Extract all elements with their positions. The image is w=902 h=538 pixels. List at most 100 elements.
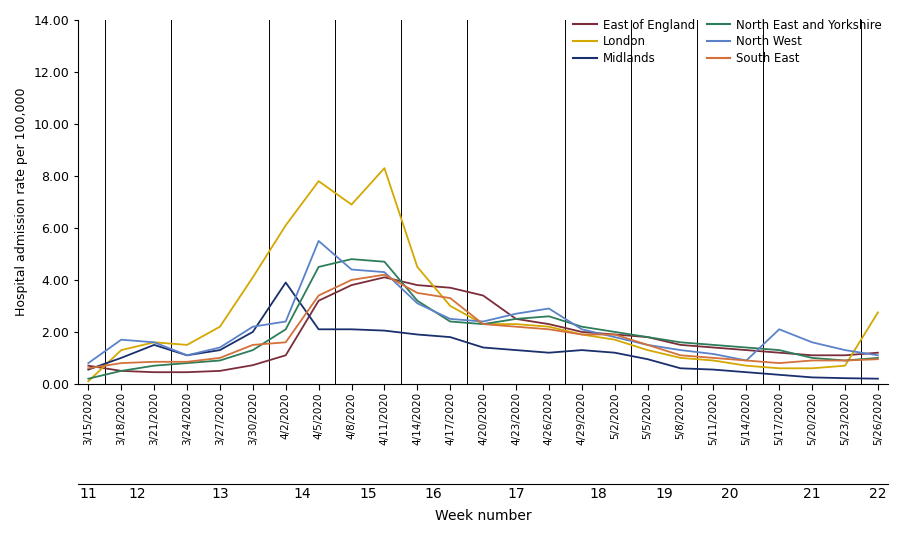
London — [115, 347, 126, 353]
London — [345, 201, 356, 208]
South East — [379, 272, 390, 278]
South East — [740, 357, 750, 364]
North East and Yorkshire — [215, 357, 226, 364]
Midlands — [149, 342, 160, 348]
South East — [181, 358, 192, 365]
North West — [379, 269, 390, 275]
South East — [477, 321, 488, 327]
North East and Yorkshire — [773, 347, 784, 353]
North East and Yorkshire — [115, 367, 126, 374]
North West — [477, 318, 488, 325]
East of England — [83, 363, 94, 369]
North East and Yorkshire — [477, 321, 488, 327]
London — [805, 365, 816, 372]
North East and Yorkshire — [149, 363, 160, 369]
North West — [247, 323, 258, 330]
North East and Yorkshire — [181, 360, 192, 366]
East of England — [247, 362, 258, 369]
South East — [313, 292, 324, 299]
North East and Yorkshire — [411, 298, 422, 304]
Line: North East and Yorkshire: North East and Yorkshire — [88, 259, 877, 379]
North West — [740, 357, 750, 364]
Midlands — [871, 376, 882, 382]
North West — [675, 347, 686, 353]
Midlands — [83, 366, 94, 373]
Midlands — [215, 347, 226, 353]
East of England — [543, 321, 554, 327]
East of England — [149, 369, 160, 376]
South East — [149, 358, 160, 365]
London — [839, 363, 850, 369]
Midlands — [641, 356, 652, 363]
North East and Yorkshire — [805, 355, 816, 361]
East of England — [773, 350, 784, 356]
London — [445, 303, 456, 309]
Midlands — [181, 352, 192, 358]
London — [411, 264, 422, 270]
London — [83, 378, 94, 385]
North West — [445, 316, 456, 322]
South East — [543, 326, 554, 332]
Midlands — [609, 350, 620, 356]
Midlands — [477, 344, 488, 351]
Midlands — [313, 326, 324, 332]
Midlands — [740, 369, 750, 376]
North West — [641, 342, 652, 348]
London — [280, 222, 290, 229]
London — [379, 165, 390, 172]
North West — [215, 344, 226, 351]
Midlands — [115, 355, 126, 361]
Legend: East of England, London, Midlands, North East and Yorkshire, North West, South E: East of England, London, Midlands, North… — [573, 19, 881, 65]
South East — [510, 323, 520, 330]
South East — [773, 360, 784, 366]
East of England — [839, 352, 850, 358]
North East and Yorkshire — [510, 316, 520, 322]
East of England — [345, 282, 356, 288]
X-axis label: Week number: Week number — [435, 509, 531, 523]
South East — [215, 355, 226, 361]
North West — [707, 351, 718, 357]
North West — [115, 336, 126, 343]
Line: London: London — [88, 168, 877, 381]
South East — [115, 360, 126, 366]
North East and Yorkshire — [83, 376, 94, 382]
East of England — [871, 350, 882, 356]
North East and Yorkshire — [379, 258, 390, 265]
East of England — [740, 347, 750, 353]
London — [313, 178, 324, 185]
East of England — [609, 331, 620, 338]
South East — [609, 331, 620, 338]
East of England — [215, 367, 226, 374]
East of England — [445, 285, 456, 291]
Midlands — [280, 279, 290, 286]
North East and Yorkshire — [247, 347, 258, 353]
London — [215, 323, 226, 330]
East of England — [379, 274, 390, 280]
North West — [149, 339, 160, 345]
Line: East of England: East of England — [88, 277, 877, 372]
North East and Yorkshire — [345, 256, 356, 263]
North West — [543, 305, 554, 312]
London — [675, 355, 686, 361]
North West — [313, 238, 324, 244]
South East — [707, 355, 718, 361]
North East and Yorkshire — [707, 342, 718, 348]
London — [510, 321, 520, 327]
North West — [83, 360, 94, 366]
Midlands — [345, 326, 356, 332]
Midlands — [675, 365, 686, 372]
South East — [839, 357, 850, 364]
North East and Yorkshire — [313, 264, 324, 270]
Midlands — [773, 372, 784, 378]
North West — [839, 347, 850, 353]
London — [477, 321, 488, 327]
South East — [575, 331, 586, 338]
London — [871, 309, 882, 316]
North West — [609, 334, 620, 341]
London — [641, 347, 652, 353]
Line: South East: South East — [88, 275, 877, 369]
London — [543, 323, 554, 330]
London — [740, 363, 750, 369]
East of England — [510, 316, 520, 322]
London — [181, 342, 192, 348]
